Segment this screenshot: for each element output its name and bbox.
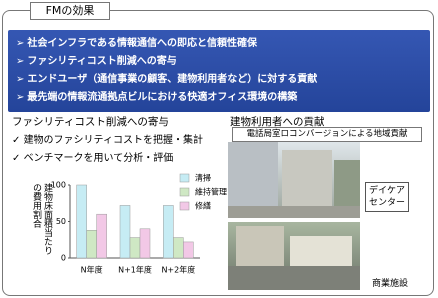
bar	[120, 205, 130, 258]
legend-label: 修繕	[195, 201, 211, 211]
x-tick-label: N+1年度	[118, 265, 152, 275]
x-tick-label: N年度	[81, 265, 103, 275]
x-tick-label: N+2年度	[161, 265, 195, 275]
legend-swatch	[180, 174, 189, 182]
legend-label: 清掃	[195, 173, 211, 183]
y-tick-label: 100	[51, 181, 66, 190]
photo-label: 商業施設	[372, 276, 408, 289]
legend-label: 維持管理	[195, 187, 227, 197]
chart: 0 50 100 N年度 N+1年度 N+2年度 清掃維持管理修繕	[0, 0, 438, 298]
bar	[140, 229, 150, 258]
bar	[173, 238, 183, 258]
page: {"header": {"title": "FMの効果"}, "banner":…	[0, 0, 438, 298]
bar	[97, 214, 107, 258]
legend-swatch	[180, 188, 189, 196]
bar	[130, 238, 140, 258]
bar	[77, 185, 87, 258]
photo-label: デイケアセンター	[365, 182, 409, 212]
bar	[163, 205, 173, 258]
legend-swatch	[180, 202, 189, 210]
y-tick-label: 0	[61, 254, 66, 263]
subtitle: 電話局室ロコンバージョンによる地域貢献	[232, 127, 422, 142]
photo	[228, 142, 360, 290]
y-tick-label: 50	[56, 217, 66, 226]
bar	[87, 230, 97, 258]
bar	[183, 242, 193, 258]
